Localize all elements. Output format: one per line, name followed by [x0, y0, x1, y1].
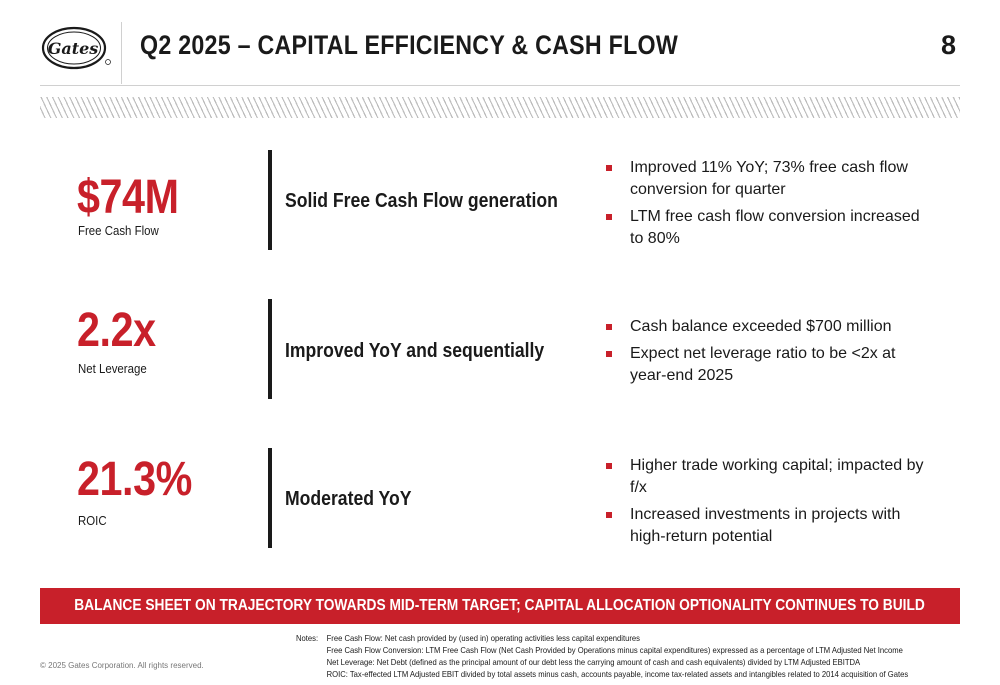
bullet-square-icon: [606, 463, 612, 469]
hatch-divider: [40, 97, 960, 118]
bullet-list: Cash balance exceeded $700 million Expec…: [606, 316, 936, 392]
page-number: 8: [940, 30, 956, 60]
copyright: © 2025 Gates Corporation. All rights res…: [40, 661, 204, 670]
metric-headline: Improved YoY and sequentially: [285, 340, 545, 362]
metric-headline: Moderated YoY: [285, 488, 412, 510]
header-divider: [121, 22, 122, 84]
summary-banner: BALANCE SHEET ON TRAJECTORY TOWARDS MID-…: [40, 588, 960, 624]
metric-row-leverage: 2.2x Net Leverage Improved YoY and seque…: [0, 299, 1000, 399]
vertical-bar: [268, 150, 272, 250]
notes-label: Notes:: [296, 633, 319, 643]
header-rule: [40, 85, 960, 86]
metric-value: 21.3%: [77, 453, 192, 506]
bullet-square-icon: [606, 214, 612, 220]
list-item: Expect net leverage ratio to be <2x at y…: [606, 343, 936, 387]
note-line: Free Cash Flow Conversion: LTM Free Cash…: [326, 645, 903, 655]
bullet-square-icon: [606, 512, 612, 518]
bullet-square-icon: [606, 165, 612, 171]
metric-row-fcf: $74M Free Cash Flow Solid Free Cash Flow…: [0, 150, 1000, 250]
vertical-bar: [268, 299, 272, 399]
list-item: LTM free cash flow conversion increased …: [606, 206, 936, 250]
bullet-text: Increased investments in projects with h…: [630, 506, 901, 545]
logo-text: Gates: [48, 39, 99, 58]
list-item: Improved 11% YoY; 73% free cash flow con…: [606, 157, 936, 201]
bullet-text: LTM free cash flow conversion increased …: [630, 208, 920, 247]
note-line: Net Leverage: Net Debt (defined as the p…: [326, 657, 861, 667]
vertical-bar: [268, 448, 272, 548]
metric-label: Net Leverage: [78, 361, 147, 376]
metric-row-roic: 21.3% ROIC Moderated YoY Higher trade wo…: [0, 448, 1000, 548]
bullet-text: Cash balance exceeded $700 million: [630, 318, 892, 335]
page-title: Q2 2025 – CAPITAL EFFICIENCY & CASH FLOW: [140, 30, 679, 60]
metric-label: ROIC: [78, 513, 107, 528]
bullet-list: Higher trade working capital; impacted b…: [606, 455, 936, 553]
gates-logo: Gates: [41, 26, 111, 70]
note-line: ROIC: Tax-effected LTM Adjusted EBIT div…: [326, 669, 909, 679]
list-item: Cash balance exceeded $700 million: [606, 316, 936, 338]
list-item: Increased investments in projects with h…: [606, 504, 936, 548]
metric-value: $74M: [77, 171, 179, 224]
bullet-square-icon: [606, 324, 612, 330]
bullet-square-icon: [606, 351, 612, 357]
bullet-text: Expect net leverage ratio to be <2x at y…: [630, 345, 896, 384]
metric-value: 2.2x: [77, 304, 156, 357]
banner-text: BALANCE SHEET ON TRAJECTORY TOWARDS MID-…: [74, 597, 926, 614]
note-line: Free Cash Flow: Net cash provided by (us…: [326, 633, 640, 643]
bullet-text: Improved 11% YoY; 73% free cash flow con…: [630, 159, 908, 198]
metric-label: Free Cash Flow: [78, 223, 159, 238]
metric-headline: Solid Free Cash Flow generation: [285, 190, 558, 212]
bullet-text: Higher trade working capital; impacted b…: [630, 457, 924, 496]
list-item: Higher trade working capital; impacted b…: [606, 455, 936, 499]
bullet-list: Improved 11% YoY; 73% free cash flow con…: [606, 157, 936, 255]
